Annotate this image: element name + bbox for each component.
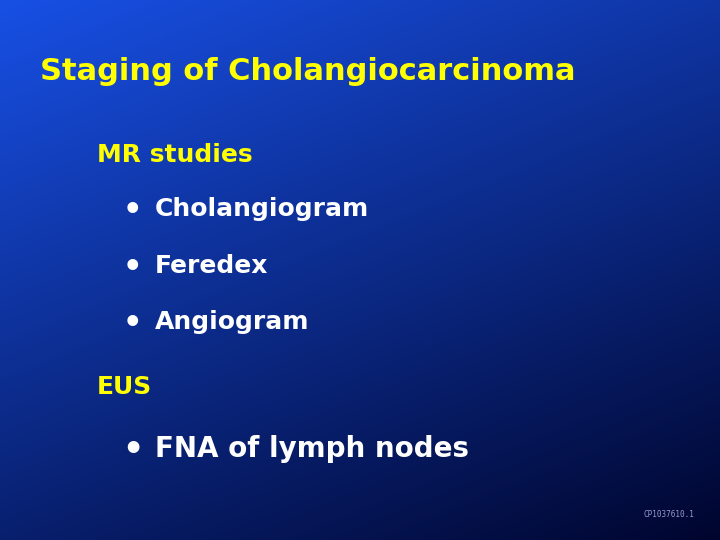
Text: Angiogram: Angiogram: [155, 310, 310, 334]
Text: EUS: EUS: [97, 375, 153, 399]
Text: •: •: [122, 434, 144, 467]
Text: FNA of lymph nodes: FNA of lymph nodes: [155, 435, 469, 463]
Text: Cholangiogram: Cholangiogram: [155, 197, 369, 221]
Text: CP1037610.1: CP1037610.1: [644, 510, 695, 519]
Text: •: •: [122, 196, 142, 225]
Text: MR studies: MR studies: [97, 143, 253, 167]
Text: •: •: [122, 309, 142, 339]
Text: Feredex: Feredex: [155, 254, 268, 278]
Text: Staging of Cholangiocarcinoma: Staging of Cholangiocarcinoma: [40, 57, 575, 86]
Text: •: •: [122, 253, 142, 282]
